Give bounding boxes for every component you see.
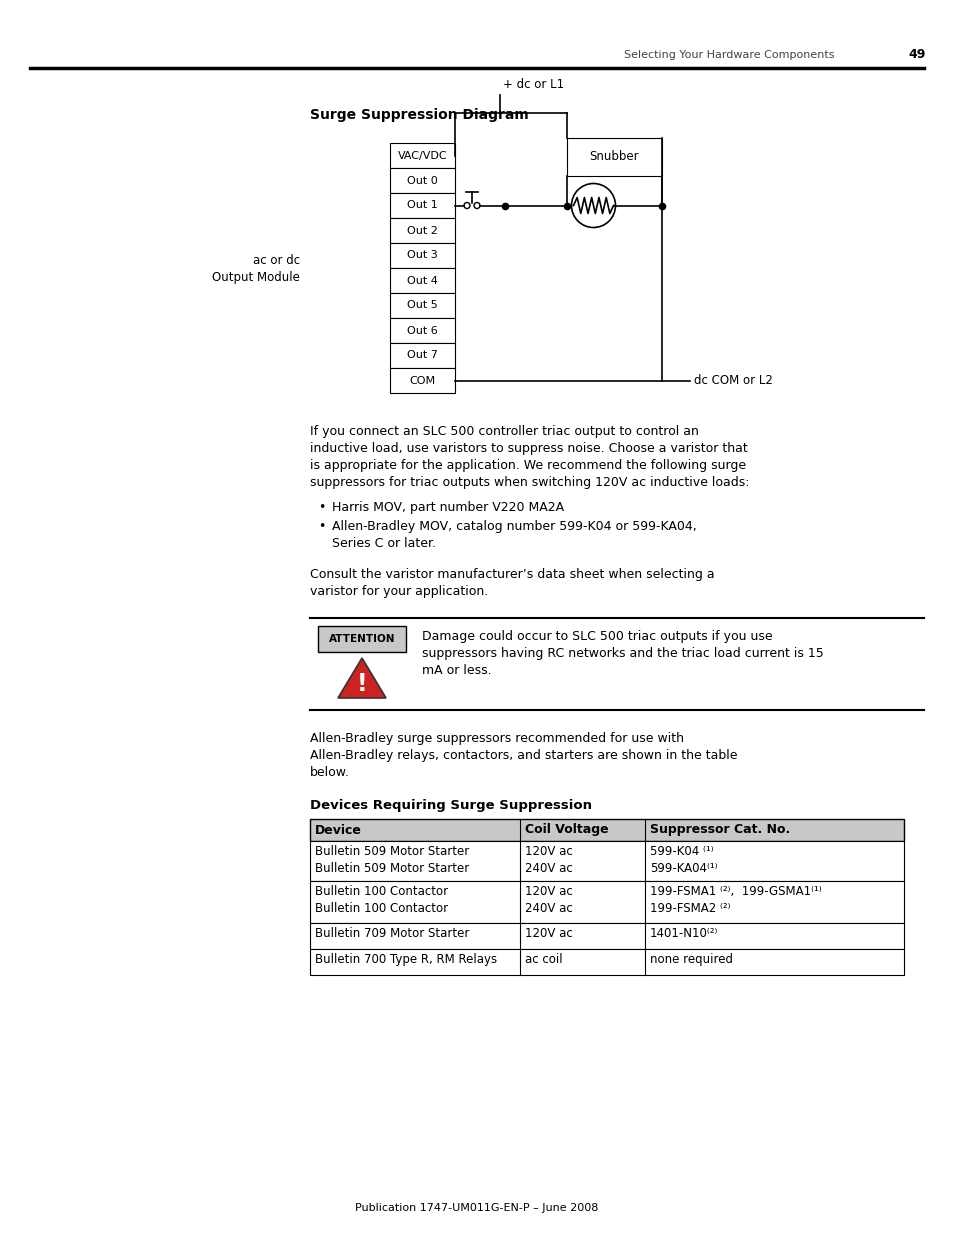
Text: inductive load, use varistors to suppress noise. Choose a varistor that: inductive load, use varistors to suppres… <box>310 442 747 454</box>
Text: Bulletin 700 Type R, RM Relays: Bulletin 700 Type R, RM Relays <box>314 953 497 966</box>
Bar <box>310 841 903 881</box>
Bar <box>390 219 455 243</box>
Text: Out 7: Out 7 <box>407 351 437 361</box>
Text: Surge Suppression Diagram: Surge Suppression Diagram <box>310 107 528 122</box>
Bar <box>310 819 903 841</box>
Text: + dc or L1: + dc or L1 <box>502 78 563 91</box>
Text: COM: COM <box>409 375 436 385</box>
Text: •: • <box>317 501 325 514</box>
Text: ac coil: ac coil <box>524 953 562 966</box>
Text: Device: Device <box>314 824 361 836</box>
Text: 199-FSMA1 ⁽²⁾,  199-GSMA1⁽¹⁾
199-FSMA2 ⁽²⁾: 199-FSMA1 ⁽²⁾, 199-GSMA1⁽¹⁾ 199-FSMA2 ⁽²… <box>649 885 821 915</box>
Text: mA or less.: mA or less. <box>421 664 491 677</box>
Text: Coil Voltage: Coil Voltage <box>524 824 608 836</box>
Text: 1401-N10⁽²⁾: 1401-N10⁽²⁾ <box>649 927 718 940</box>
Text: 120V ac
240V ac: 120V ac 240V ac <box>524 845 572 876</box>
Bar <box>390 317 455 343</box>
Text: Bulletin 509 Motor Starter
Bulletin 509 Motor Starter: Bulletin 509 Motor Starter Bulletin 509 … <box>314 845 469 876</box>
Text: below.: below. <box>310 766 350 779</box>
Text: dc COM or L2: dc COM or L2 <box>693 374 772 387</box>
Bar <box>390 243 455 268</box>
Text: Allen-Bradley surge suppressors recommended for use with: Allen-Bradley surge suppressors recommen… <box>310 732 683 745</box>
Bar <box>390 193 455 219</box>
Bar <box>390 293 455 317</box>
Text: Series C or later.: Series C or later. <box>332 537 436 550</box>
Bar <box>390 143 455 168</box>
Text: suppressors having RC networks and the triac load current is 15: suppressors having RC networks and the t… <box>421 647 822 659</box>
Bar <box>310 881 903 923</box>
Text: 49: 49 <box>907 48 924 62</box>
Text: Out 6: Out 6 <box>407 326 437 336</box>
Text: 120V ac
240V ac: 120V ac 240V ac <box>524 885 572 915</box>
Text: Allen-Bradley MOV, catalog number 599-K04 or 599-KA04,: Allen-Bradley MOV, catalog number 599-K0… <box>332 520 696 534</box>
Text: Harris MOV, part number V220 MA2A: Harris MOV, part number V220 MA2A <box>332 501 563 514</box>
Text: suppressors for triac outputs when switching 120V ac inductive loads:: suppressors for triac outputs when switc… <box>310 475 749 489</box>
Text: Out 2: Out 2 <box>407 226 437 236</box>
Bar <box>310 948 903 974</box>
Text: Suppressor Cat. No.: Suppressor Cat. No. <box>649 824 789 836</box>
Text: Out 3: Out 3 <box>407 251 437 261</box>
Text: Out 5: Out 5 <box>407 300 437 310</box>
Text: •: • <box>317 520 325 534</box>
Bar <box>390 268 455 293</box>
Bar <box>390 168 455 193</box>
Polygon shape <box>337 658 386 698</box>
Bar <box>566 138 661 177</box>
Text: ac or dc: ac or dc <box>253 253 299 267</box>
Text: Out 4: Out 4 <box>407 275 437 285</box>
Bar <box>310 819 903 841</box>
Text: Output Module: Output Module <box>212 272 299 284</box>
Text: varistor for your application.: varistor for your application. <box>310 585 488 598</box>
Bar <box>390 368 455 393</box>
Text: If you connect an SLC 500 controller triac output to control an: If you connect an SLC 500 controller tri… <box>310 425 699 438</box>
Text: Devices Requiring Surge Suppression: Devices Requiring Surge Suppression <box>310 799 592 811</box>
Text: Out 1: Out 1 <box>407 200 437 210</box>
Text: 120V ac: 120V ac <box>524 927 572 940</box>
Text: none required: none required <box>649 953 732 966</box>
Text: Out 0: Out 0 <box>407 175 437 185</box>
Text: Publication 1747-UM011G-EN-P – June 2008: Publication 1747-UM011G-EN-P – June 2008 <box>355 1203 598 1213</box>
Text: is appropriate for the application. We recommend the following surge: is appropriate for the application. We r… <box>310 459 745 472</box>
Text: !: ! <box>356 672 367 697</box>
Text: Bulletin 709 Motor Starter: Bulletin 709 Motor Starter <box>314 927 469 940</box>
Bar <box>390 343 455 368</box>
Text: Allen-Bradley relays, contactors, and starters are shown in the table: Allen-Bradley relays, contactors, and st… <box>310 748 737 762</box>
Text: Selecting Your Hardware Components: Selecting Your Hardware Components <box>623 49 834 61</box>
Text: Damage could occur to SLC 500 triac outputs if you use: Damage could occur to SLC 500 triac outp… <box>421 630 772 643</box>
Text: Snubber: Snubber <box>589 151 639 163</box>
Bar <box>310 923 903 948</box>
Text: ATTENTION: ATTENTION <box>329 634 395 643</box>
Text: Consult the varistor manufacturer’s data sheet when selecting a: Consult the varistor manufacturer’s data… <box>310 568 714 580</box>
Bar <box>317 626 406 652</box>
Text: VAC/VDC: VAC/VDC <box>397 151 447 161</box>
Text: 599-K04 ⁽¹⁾
599-KA04⁽¹⁾: 599-K04 ⁽¹⁾ 599-KA04⁽¹⁾ <box>649 845 717 876</box>
Text: Bulletin 100 Contactor
Bulletin 100 Contactor: Bulletin 100 Contactor Bulletin 100 Cont… <box>314 885 448 915</box>
